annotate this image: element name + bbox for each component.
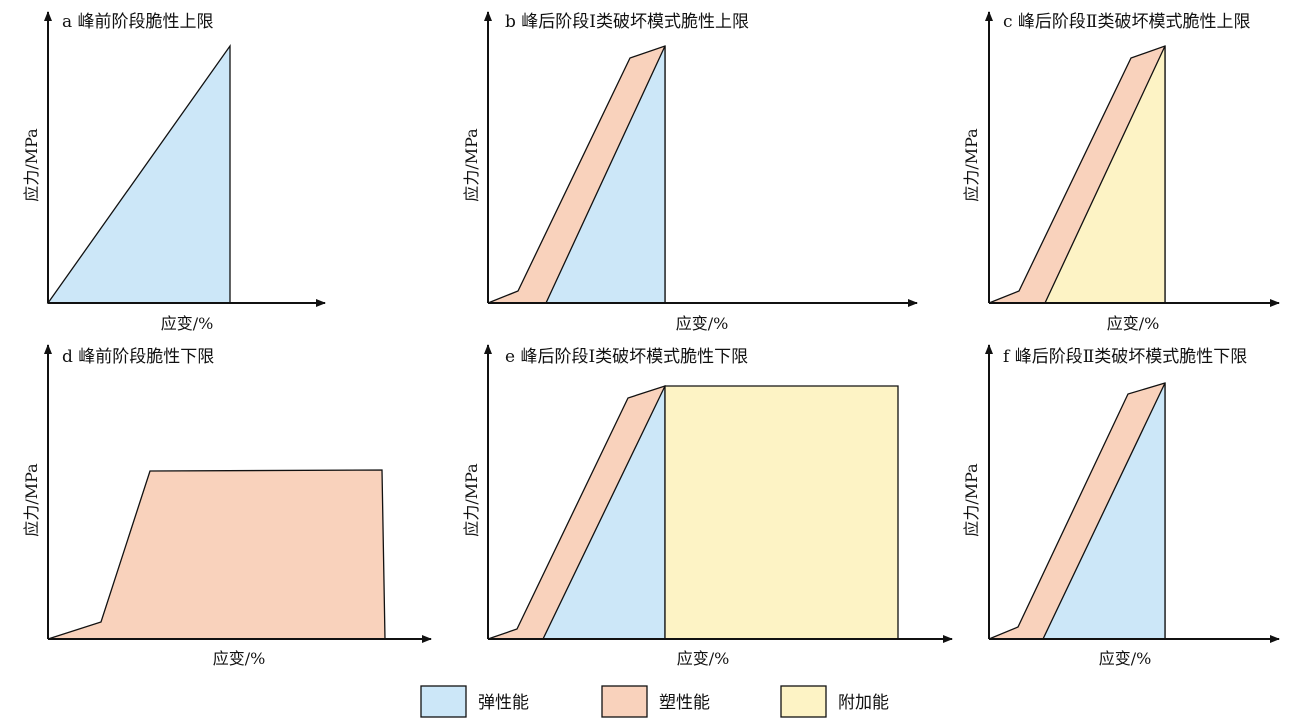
legend-label-additional: 附加能: [838, 693, 889, 713]
panel-c-additional-region: [1043, 45, 1166, 304]
legend-swatch-additional: [780, 685, 827, 718]
panel-c-x-label: 应变/%: [1107, 314, 1160, 333]
panel-b-x-label: 应变/%: [676, 314, 729, 333]
panel-f-x-label: 应变/%: [1099, 649, 1152, 668]
legend-swatch-elastic: [420, 685, 467, 718]
panel-d: d 峰前阶段脆性下限 应力/MPa 应变/%: [22, 344, 432, 668]
panel-b: b 峰后阶段Ⅰ类破坏模式脆性上限 应力/MPa 应变/%: [462, 11, 918, 333]
panel-b-y-label: 应力/MPa: [462, 128, 481, 202]
panel-a-elastic-region: [46, 43, 231, 304]
panel-d-x-label: 应变/%: [213, 649, 266, 668]
panel-a-x-label: 应变/%: [161, 314, 214, 333]
panel-e-additional-region: [664, 385, 899, 640]
panel-e: e 峰后阶段Ⅰ类破坏模式脆性下限 应力/MPa 应变/%: [462, 344, 953, 668]
panel-f-elastic-region: [1041, 382, 1166, 640]
panel-b-elastic-region: [544, 45, 666, 304]
panel-e-y-label: 应力/MPa: [462, 463, 481, 537]
panel-a: a 峰前阶段脆性上限 应力/MPa 应变/%: [22, 11, 326, 333]
panel-f-y-label: 应力/MPa: [962, 463, 981, 537]
panel-c-title: c 峰后阶段Ⅱ类破坏模式脆性上限: [1003, 12, 1250, 32]
panel-f: f 峰后阶段Ⅱ类破坏模式脆性下限 应力/MPa 应变/%: [962, 344, 1280, 668]
legend-item-plastic: 塑性能: [601, 685, 710, 718]
legend-item-additional: 附加能: [780, 685, 889, 718]
legend-label-elastic: 弹性能: [478, 693, 529, 713]
panel-e-elastic-region: [541, 385, 666, 640]
legend: 弹性能 塑性能 附加能: [420, 685, 889, 718]
panel-d-y-label: 应力/MPa: [22, 463, 41, 537]
panel-a-y-label: 应力/MPa: [22, 128, 41, 202]
panel-c: c 峰后阶段Ⅱ类破坏模式脆性上限 应力/MPa 应变/%: [962, 11, 1280, 333]
legend-swatch-plastic: [601, 685, 648, 718]
panel-f-title: f 峰后阶段Ⅱ类破坏模式脆性下限: [1003, 347, 1247, 367]
panel-d-plastic-region: [47, 469, 386, 640]
panel-e-title: e 峰后阶段Ⅰ类破坏模式脆性下限: [505, 347, 748, 367]
legend-label-plastic: 塑性能: [659, 693, 710, 713]
panel-e-x-label: 应变/%: [677, 649, 730, 668]
panel-b-title: b 峰后阶段Ⅰ类破坏模式脆性上限: [505, 12, 749, 32]
panel-a-title: a 峰前阶段脆性上限: [62, 12, 214, 32]
legend-item-elastic: 弹性能: [420, 685, 529, 718]
panel-d-title: d 峰前阶段脆性下限: [62, 347, 214, 367]
panel-c-y-label: 应力/MPa: [962, 128, 981, 202]
